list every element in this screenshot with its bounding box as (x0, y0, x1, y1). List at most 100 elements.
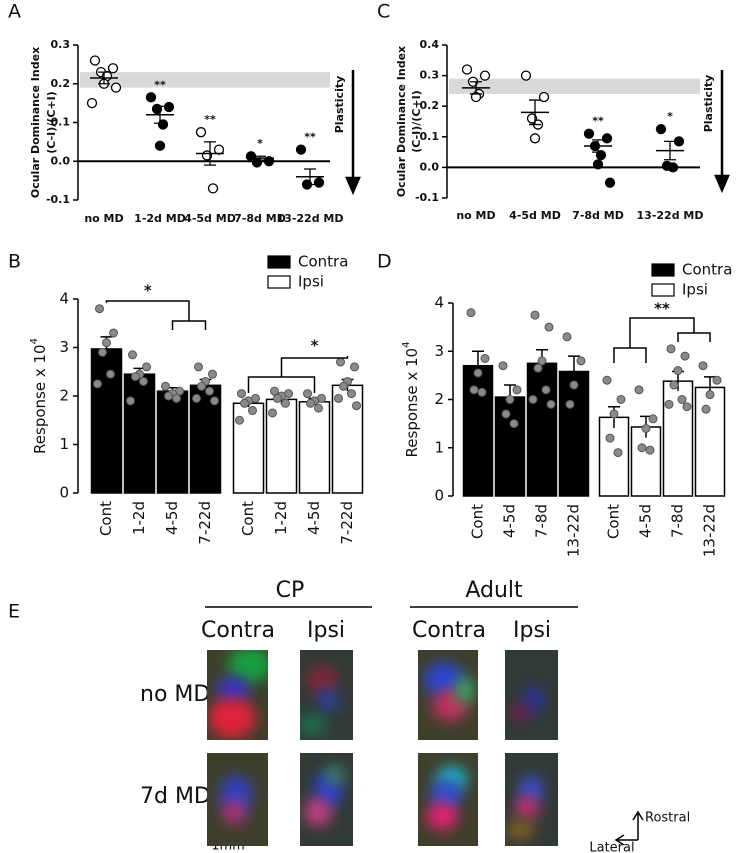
error-bar (664, 140, 676, 161)
data-point (498, 361, 508, 371)
data-point (102, 338, 111, 348)
data-point (313, 177, 325, 188)
data-point (701, 404, 711, 414)
data-point (352, 401, 361, 411)
data-point (473, 368, 483, 378)
data-point (208, 369, 217, 379)
data-point (526, 113, 538, 124)
column-label: Ipsi (307, 618, 345, 643)
data-point (705, 390, 715, 400)
data-point (592, 159, 604, 170)
y-tick-label: 0.1 (51, 116, 71, 129)
data-point (336, 357, 345, 367)
y-tick-label: 3 (59, 338, 69, 356)
panel-letter: B (8, 251, 21, 273)
y-tick-label: -0.1 (46, 193, 70, 206)
x-tick-label: 7-8d (669, 504, 687, 538)
bar (526, 362, 558, 497)
y-tick-label: 4 (434, 294, 444, 312)
data-point (479, 70, 491, 81)
tile-content (418, 753, 478, 846)
data-point (126, 396, 135, 406)
data-point (131, 372, 140, 382)
y-tick-label: 4 (59, 290, 69, 308)
error-bar (204, 141, 216, 166)
data-point (281, 398, 290, 408)
bar (123, 373, 156, 494)
data-point (537, 356, 547, 366)
error-bar (470, 81, 482, 95)
data-point (538, 91, 550, 103)
significance-label: ** (654, 300, 670, 318)
y-tick-label: 0.0 (51, 154, 71, 167)
data-point (655, 123, 667, 135)
data-point (469, 385, 479, 395)
x-tick-label: 4-5d (163, 501, 181, 535)
legend-label: Contra (298, 253, 348, 271)
data-point (477, 387, 487, 397)
data-point (501, 409, 511, 419)
data-point (673, 366, 683, 376)
error-bar (592, 139, 604, 153)
x-tick-label: 13-22d MD (277, 212, 344, 225)
x-tick-label: no MD (456, 209, 495, 222)
data-point (128, 350, 137, 360)
x-tick-label: 1-2d (130, 501, 148, 535)
y-axis-label-text: Response x 10 (31, 344, 49, 454)
data-point (667, 162, 679, 173)
tile-blob (300, 715, 326, 735)
bar (156, 390, 189, 494)
data-point (595, 150, 607, 161)
y-tick-label: 2 (59, 387, 69, 405)
significance-label: ** (304, 131, 316, 144)
data-point (576, 356, 586, 366)
tile-content (300, 650, 353, 740)
tile-blob (506, 820, 534, 840)
tile-content (300, 753, 353, 846)
tile-blob (455, 676, 475, 704)
data-point (339, 381, 348, 391)
data-point (248, 406, 257, 416)
panel-letter: A (8, 1, 21, 23)
data-point (637, 443, 647, 453)
bar (298, 401, 331, 494)
x-tick-label: Cont (469, 504, 487, 539)
significance-label: * (311, 337, 319, 355)
image-tile (505, 650, 558, 740)
x-tick-label: no MD (84, 212, 123, 225)
y-axis-label-exponent: 4 (401, 342, 412, 348)
row-label: 7d MD (140, 784, 211, 809)
data-point (237, 389, 246, 399)
error-bar (529, 99, 541, 126)
data-point (240, 398, 249, 408)
data-point (207, 183, 219, 194)
group-label: Adult (465, 578, 523, 603)
image-tile (300, 753, 353, 846)
row-label: no MD (140, 682, 210, 707)
x-tick-label: 4-5d (501, 504, 519, 538)
error-bar (304, 168, 316, 186)
data-point (528, 395, 538, 404)
tile-content (505, 753, 558, 846)
tile-blob (515, 796, 539, 820)
tile-content (505, 650, 558, 740)
data-point (509, 419, 519, 429)
panel-letter: C (377, 1, 390, 23)
tile-content (207, 753, 268, 846)
group-label: CP (276, 578, 305, 603)
data-point (161, 381, 170, 391)
data-point (601, 133, 613, 144)
data-point (669, 380, 679, 390)
y-tick-label: 0.3 (420, 69, 440, 82)
x-tick-label: 13-22d (565, 504, 583, 557)
column-label: Ipsi (513, 618, 551, 643)
data-point (195, 127, 207, 138)
tile-blob (228, 650, 268, 683)
x-tick-label: 7-8d MD (234, 212, 286, 225)
data-point (205, 386, 214, 396)
column-label: Contra (412, 618, 486, 643)
image-tile (207, 753, 268, 846)
y-tick-label: 0 (434, 487, 444, 505)
data-point (350, 362, 359, 372)
